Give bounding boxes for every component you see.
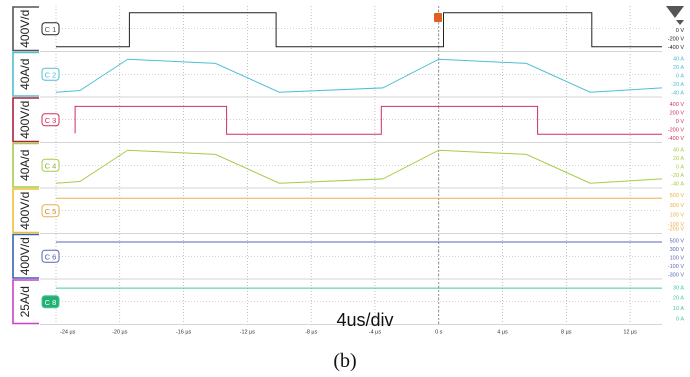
- channel-badge-label: C 4: [45, 161, 57, 170]
- y-tick-label: 500 V: [670, 239, 685, 245]
- x-tick-label: -24 µs: [60, 330, 76, 336]
- y-tick-label: -200 V: [668, 127, 685, 133]
- y-tick-label: -20 A: [671, 173, 684, 179]
- channel-scale-label: 40A/d: [18, 59, 32, 90]
- y-tick-label: 0 V: [676, 28, 685, 34]
- channel-badge-label: C 6: [45, 252, 57, 261]
- y-tick-label: -20 A: [671, 82, 684, 88]
- trigger-level-arrow-icon[interactable]: [666, 6, 684, 18]
- y-tick-label: -200 V: [668, 36, 685, 42]
- x-tick-label: 12 µs: [623, 330, 637, 336]
- x-tick-label: 0 s: [435, 330, 443, 336]
- y-tick-label: 30 A: [673, 285, 684, 291]
- y-tick-label: 40 A: [673, 148, 684, 154]
- x-tick-label: -12 µs: [240, 330, 256, 336]
- y-tick-label: -100 V: [668, 264, 685, 270]
- traces: [56, 13, 662, 288]
- x-tick-label: 4 µs: [497, 330, 508, 336]
- channel-badge-label: C 1: [45, 25, 57, 34]
- channel-scale-label: 400V/d: [18, 10, 32, 48]
- y-tick-label: 100 V: [670, 255, 685, 261]
- y-tick-label: 20 A: [673, 65, 684, 71]
- y-tick-label: -400 V: [668, 45, 685, 51]
- trigger-level-arrow-small-icon: [676, 20, 684, 25]
- channel-badge-label: C 2: [45, 70, 57, 79]
- y-tick-label: 10 A: [673, 306, 684, 312]
- y-tick-label: 500 V: [670, 193, 685, 199]
- channel-scale-label: 400V/d: [18, 237, 32, 275]
- y-tick-label: -200 V: [668, 227, 685, 233]
- y-tick-label: 0 A: [676, 317, 684, 323]
- y-tick-label: 0 A: [676, 164, 684, 170]
- y-tick-label: 300 V: [670, 247, 685, 253]
- y-tick-label: 200 V: [670, 110, 685, 116]
- channel-badge-label: C 5: [45, 207, 57, 216]
- y-tick-label: 300 V: [670, 203, 685, 209]
- channel-scale-label: 40A/d: [18, 150, 32, 181]
- trace-c4: [56, 150, 662, 183]
- channel-badge-label: C 3: [45, 116, 57, 125]
- y-tick-label: -400 V: [668, 136, 685, 142]
- y-tick-label: 40 A: [673, 57, 684, 63]
- trigger-position-marker[interactable]: [434, 13, 442, 22]
- y-tick-label: 20 A: [673, 296, 684, 302]
- trace-c2: [56, 59, 662, 92]
- x-tick-label: 8 µs: [561, 330, 572, 336]
- channel-scale-label: 25A/d: [18, 286, 32, 317]
- channel-badge-label: C 8: [45, 298, 57, 307]
- time-per-division: 4us/div: [300, 310, 430, 331]
- oscilloscope-display: 400V/d C 1 0 V -200 V -400 V 40A/d C 2 40 A 20 A…: [0, 0, 690, 345]
- trace-c3: [75, 106, 662, 134]
- x-tick-label: -16 µs: [176, 330, 192, 336]
- y-tick-label: 20 A: [673, 156, 684, 162]
- y-tick-label: 0 A: [676, 73, 684, 79]
- trigger-markers: [434, 6, 684, 25]
- y-tick-label: 100 V: [670, 212, 685, 218]
- y-tick-label: -300 V: [668, 272, 685, 278]
- y-tick-label: 0 V: [676, 119, 685, 125]
- figure-caption: (b): [0, 350, 690, 373]
- labels: 400V/d C 1 0 V -200 V -400 V 40A/d C 2 40 A 20 A…: [18, 10, 684, 323]
- y-tick-label: -40 A: [671, 90, 684, 96]
- y-tick-label: 400 V: [670, 102, 685, 108]
- channel-scale-label: 400V/d: [18, 192, 32, 230]
- grid: [40, 6, 662, 325]
- x-tick-label: -20 µs: [112, 330, 128, 336]
- channel-scale-label: 400V/d: [18, 101, 32, 139]
- y-tick-label: -40 A: [671, 181, 684, 187]
- trace-c1: [56, 13, 662, 47]
